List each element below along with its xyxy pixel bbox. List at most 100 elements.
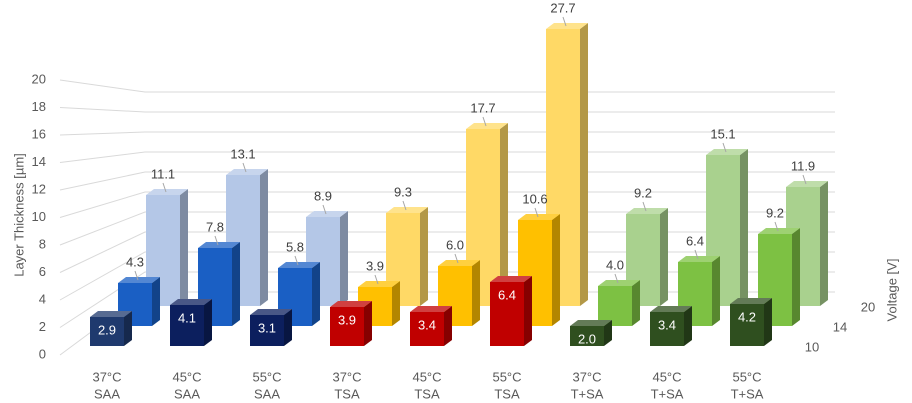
- leader-line: [214, 235, 219, 246]
- grid-line: [59, 171, 835, 191]
- x-tick-label: SAA: [174, 386, 200, 401]
- value-label: 4.2: [738, 309, 756, 324]
- bar-top: [410, 306, 452, 312]
- bar-top: [786, 181, 828, 187]
- grid-line: [59, 231, 835, 273]
- bar-side: [792, 228, 800, 326]
- bar-side: [340, 211, 348, 306]
- bar-top: [198, 242, 240, 248]
- bar-side: [604, 320, 612, 346]
- bar-side: [684, 306, 692, 346]
- y-tick-label: 4: [39, 291, 46, 306]
- bar-side: [660, 208, 668, 306]
- bar-side: [124, 311, 132, 346]
- value-label: 3.4: [418, 317, 436, 332]
- bar-top: [386, 207, 428, 213]
- grid-line: [59, 271, 835, 328]
- leader-line: [402, 200, 407, 211]
- x-tick-label: 37°C: [92, 369, 121, 384]
- y-tick-label: 16: [32, 126, 46, 141]
- bar-side: [152, 277, 160, 326]
- value-label: 7.8: [206, 219, 224, 234]
- z-tick-label: 20: [861, 299, 875, 314]
- x-tick-label: 55°C: [252, 369, 281, 384]
- value-label: 6.0: [446, 237, 464, 252]
- leader-line: [294, 255, 299, 266]
- x-tick-label: 45°C: [412, 369, 441, 384]
- bar-top: [730, 298, 772, 304]
- bar-top: [250, 309, 292, 315]
- y-axis-label: Layer Thickness [µm]: [11, 153, 26, 277]
- x-tick-label: TSA: [334, 386, 360, 401]
- value-label: 9.3: [394, 184, 412, 199]
- bar-top: [546, 23, 588, 29]
- bar-side: [364, 301, 372, 346]
- y-tick-label: 20: [32, 71, 46, 86]
- bar-top: [278, 262, 320, 268]
- bar-top: [358, 281, 400, 287]
- bar-side: [284, 309, 292, 346]
- leader-line: [642, 201, 647, 212]
- leader-line: [802, 174, 807, 185]
- bar: [250, 315, 284, 346]
- bar: [410, 312, 444, 346]
- leader-line: [562, 16, 567, 27]
- value-label: 6.4: [498, 287, 516, 302]
- value-label: 17.7: [470, 100, 495, 115]
- grid-line: [59, 191, 835, 218]
- value-label: 13.1: [230, 146, 255, 161]
- bar: [90, 317, 124, 346]
- bar-top: [678, 256, 720, 262]
- leader-line: [322, 204, 327, 215]
- value-label: 3.9: [338, 312, 356, 327]
- bar-side: [500, 123, 508, 306]
- y-tick-label: 2: [39, 319, 46, 334]
- bar-side: [180, 189, 188, 306]
- x-tick-label: 55°C: [732, 369, 761, 384]
- x-tick-label: TSA: [494, 386, 520, 401]
- bar-side: [552, 214, 560, 326]
- value-label: 3.1: [258, 320, 276, 335]
- bar-side: [444, 306, 452, 346]
- value-label: 6.4: [686, 233, 704, 248]
- x-tick-label: SAA: [254, 386, 280, 401]
- leader-line: [614, 273, 619, 284]
- bar: [330, 307, 364, 346]
- y-tick-label: 12: [32, 181, 46, 196]
- bar-top: [598, 280, 640, 286]
- bar-side: [820, 181, 828, 306]
- bar-top: [118, 277, 160, 283]
- x-tick-label: 45°C: [172, 369, 201, 384]
- bar-side: [580, 23, 588, 306]
- leader-line: [534, 207, 539, 218]
- bar-top: [490, 276, 532, 282]
- bar-top: [626, 208, 668, 214]
- bar-side: [764, 298, 772, 346]
- bar-top: [706, 149, 748, 155]
- x-tick-label: 55°C: [492, 369, 521, 384]
- value-label: 15.1: [710, 126, 735, 141]
- bar-top: [438, 260, 480, 266]
- bar: [598, 286, 632, 326]
- bar-side: [204, 299, 212, 346]
- leader-line: [774, 221, 779, 232]
- y-tick-label: 14: [32, 154, 46, 169]
- value-label: 8.9: [314, 188, 332, 203]
- grid-line: [59, 79, 835, 93]
- x-tick-label: 37°C: [572, 369, 601, 384]
- bar-side: [740, 149, 748, 306]
- value-label: 2.9: [98, 322, 116, 337]
- z-axis-label: Voltage [V]: [884, 259, 899, 322]
- bar-top: [466, 123, 508, 129]
- bar-side: [524, 276, 532, 346]
- bar-side: [312, 262, 320, 326]
- grid-line: [59, 251, 835, 301]
- bar-top: [758, 228, 800, 234]
- bar-side: [712, 256, 720, 326]
- leader-line: [374, 274, 379, 285]
- value-label: 9.2: [634, 185, 652, 200]
- leader-line: [722, 142, 727, 153]
- x-tick-label: 37°C: [332, 369, 361, 384]
- grid-line: [59, 151, 835, 163]
